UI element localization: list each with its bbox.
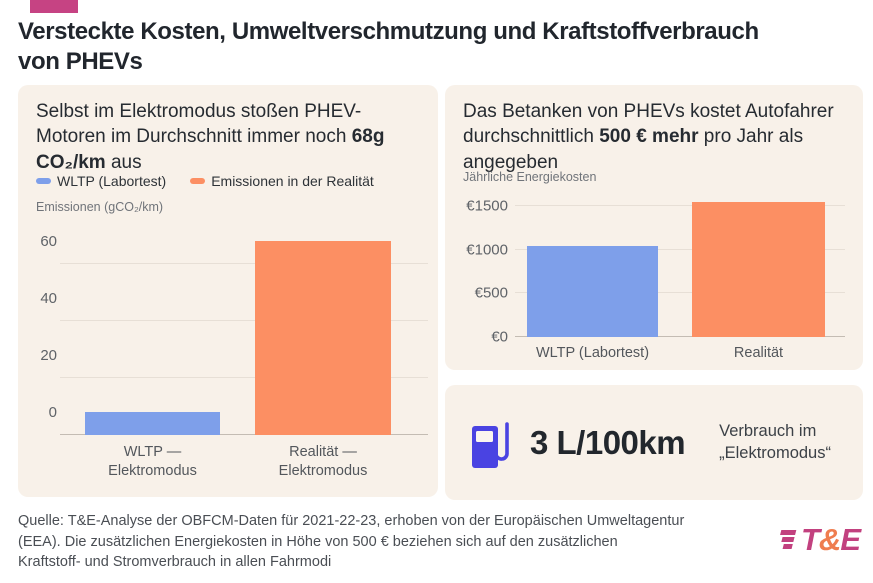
- gridline: [60, 262, 428, 264]
- costs-axis-title: Jährliche Energiekosten: [463, 170, 597, 184]
- bar-realit-t-elektromodus: [255, 241, 391, 435]
- te-logo-text: T&E: [800, 522, 861, 557]
- consumption-row: 3 L/100km Verbrauch im „Elektromodus“: [445, 385, 863, 500]
- y-tick-label: 20: [40, 346, 57, 364]
- legend-label-wltp: WLTP (Labortest): [57, 173, 167, 189]
- y-tick-label: €500: [474, 284, 508, 302]
- y-tick-label: 40: [40, 289, 57, 307]
- chart-legend: WLTP (Labortest) Emissionen in der Reali…: [36, 173, 374, 189]
- x-label-realitaet-elektromodus: Realität — Elektromodus: [278, 444, 368, 480]
- gridline: [60, 319, 428, 321]
- fuel-pump-icon: [472, 421, 509, 468]
- gridline: [515, 292, 845, 294]
- consumption-label: Verbrauch im „Elektromodus“: [719, 421, 831, 462]
- legend-swatch-orange: [190, 178, 206, 184]
- costs-heading-tail: pro Jahr als angegeben: [463, 126, 804, 173]
- logo-ampersand: &: [818, 522, 841, 557]
- legend-item-wltp: WLTP (Labortest): [36, 173, 166, 189]
- bar-wltp-elektromodus: [85, 412, 220, 435]
- legend-swatch-blue: [36, 178, 51, 184]
- emissions-heading-tail: aus: [105, 151, 142, 173]
- x-label-wltp-labortest: WLTP (Labortest): [535, 345, 650, 361]
- y-tick-label: €1500: [466, 197, 508, 215]
- te-logo: T&E: [777, 522, 861, 557]
- legend-item-reality: Emissionen in der Realität: [190, 173, 374, 189]
- gridline: [515, 248, 845, 250]
- x-label-realitaet: Realität: [733, 345, 784, 361]
- source-line2: (EEA). Die zusätzlichen Energiekosten in…: [18, 533, 618, 550]
- costs-card: Das Betanken von PHEVs kostet Autofahrer…: [445, 85, 863, 370]
- gridline: [60, 434, 428, 435]
- emissions-heading: Selbst im Elektromodus stoßen PHEV-Motor…: [36, 99, 422, 175]
- logo-letter-e: E: [840, 522, 861, 557]
- emissions-axis-title: Emissionen (gCO₂/km): [36, 200, 164, 214]
- gridline: [60, 376, 428, 378]
- gridline: [515, 336, 845, 337]
- source-line1: Quelle: T&E-Analyse der OBFCM-Daten für …: [18, 513, 685, 529]
- emissions-x-labels: WLTP — Elektromodus Realität — Elektromo…: [36, 443, 428, 487]
- costs-bar-chart: €0 €500 €1000 €1500: [463, 197, 845, 345]
- page-title-line2: von PHEVs: [18, 47, 143, 75]
- consumption-card: 3 L/100km Verbrauch im „Elektromodus“: [445, 385, 863, 500]
- bar-realit-t: [692, 202, 825, 337]
- costs-heading: Das Betanken von PHEVs kostet Autofahrer…: [463, 99, 849, 175]
- brand-accent-bar: [30, 0, 78, 13]
- y-tick-label: 0: [48, 404, 57, 421]
- logo-letter-t: T: [800, 522, 820, 557]
- y-tick-label: €1000: [466, 241, 508, 259]
- gridline: [515, 205, 845, 207]
- y-tick-label: 60: [40, 232, 57, 250]
- consumption-value: 3 L/100km: [530, 423, 686, 461]
- bar-wltp-labortest-: [527, 245, 658, 337]
- legend-label-reality: Emissionen in der Realität: [211, 173, 374, 189]
- costs-heading-bold: 500 € mehr: [599, 126, 699, 148]
- emissions-bar-chart: 0 20 40 60: [36, 234, 428, 435]
- te-logo-mark-icon: [777, 530, 797, 549]
- x-label-wltp-elektromodus: WLTP — Elektromodus: [108, 444, 197, 480]
- costs-x-labels: WLTP (Labortest) Realität: [463, 344, 845, 364]
- page-title: Versteckte Kosten, Umweltverschmutzung u…: [18, 17, 863, 76]
- source-note: Quelle: T&E-Analyse der OBFCM-Daten für …: [18, 511, 728, 573]
- costs-heading-text: Das Betanken von PHEVs kostet Autofahrer…: [463, 101, 834, 148]
- emissions-heading-bold: 68g CO₂/km: [36, 126, 385, 173]
- emissions-heading-text: Selbst im Elektromodus stoßen PHEV-Motor…: [36, 101, 362, 148]
- page-title-line1: Versteckte Kosten, Umweltverschmutzung u…: [18, 18, 759, 45]
- source-line3: Kraftstoff- und Stromverbrauch in allen …: [18, 554, 332, 571]
- y-tick-label: €0: [491, 328, 508, 346]
- emissions-card: Selbst im Elektromodus stoßen PHEV-Motor…: [18, 85, 438, 497]
